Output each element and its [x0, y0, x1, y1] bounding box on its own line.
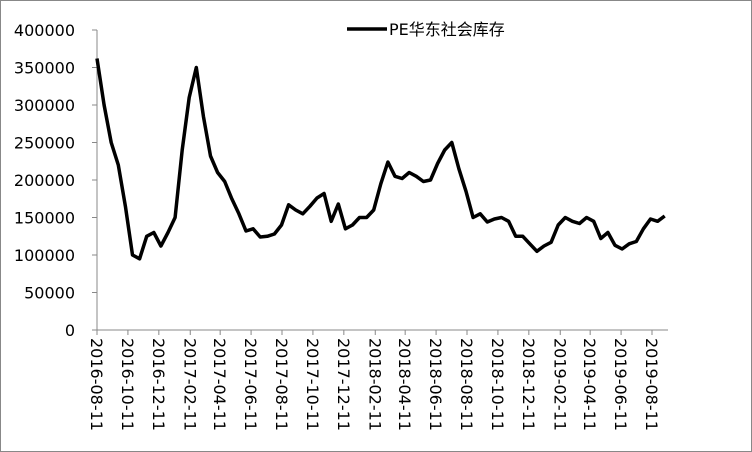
x-tick-label: 2017-10-11	[303, 338, 322, 431]
legend: PE华东社会库存	[347, 20, 505, 39]
x-tick-label: 2017-08-11	[272, 338, 291, 431]
y-tick-label: 400000	[14, 21, 75, 40]
x-tick-label: 2017-04-11	[210, 338, 229, 431]
x-tick-label: 2016-08-11	[87, 338, 106, 431]
x-tick-label: 2018-10-11	[488, 338, 507, 431]
y-tick-label: 150000	[14, 209, 75, 228]
y-tick-label: 350000	[14, 59, 75, 78]
x-tick-label: 2018-06-11	[426, 338, 445, 431]
y-tick-label: 250000	[14, 134, 75, 153]
y-tick-label: 100000	[14, 246, 75, 265]
x-tick-label: 2018-04-11	[395, 338, 414, 431]
x-tick-label: 2018-12-11	[519, 338, 538, 431]
y-tick-label: 200000	[14, 171, 75, 190]
line-series	[95, 58, 666, 261]
y-tick-label: 0	[65, 321, 75, 340]
x-tick-label: 2018-02-11	[365, 338, 384, 431]
x-tick-label: 2016-10-11	[118, 338, 137, 431]
x-tick-label: 2019-04-11	[580, 338, 599, 431]
y-tick-label: 300000	[14, 96, 75, 115]
x-tick-label: 2017-12-11	[334, 338, 353, 431]
x-tick-label: 2018-08-11	[457, 338, 476, 431]
x-tick-label: 2017-06-11	[241, 338, 260, 431]
y-tick-label: 50000	[24, 284, 75, 303]
x-tick-label: 2019-08-11	[642, 338, 661, 431]
x-tick-label: 2016-12-11	[149, 338, 168, 431]
x-tick-label: 2019-06-11	[611, 338, 630, 431]
legend-label: PE华东社会库存	[389, 20, 505, 39]
x-tick-label: 2019-02-11	[550, 338, 569, 431]
x-tick-label: 2017-02-11	[180, 338, 199, 431]
